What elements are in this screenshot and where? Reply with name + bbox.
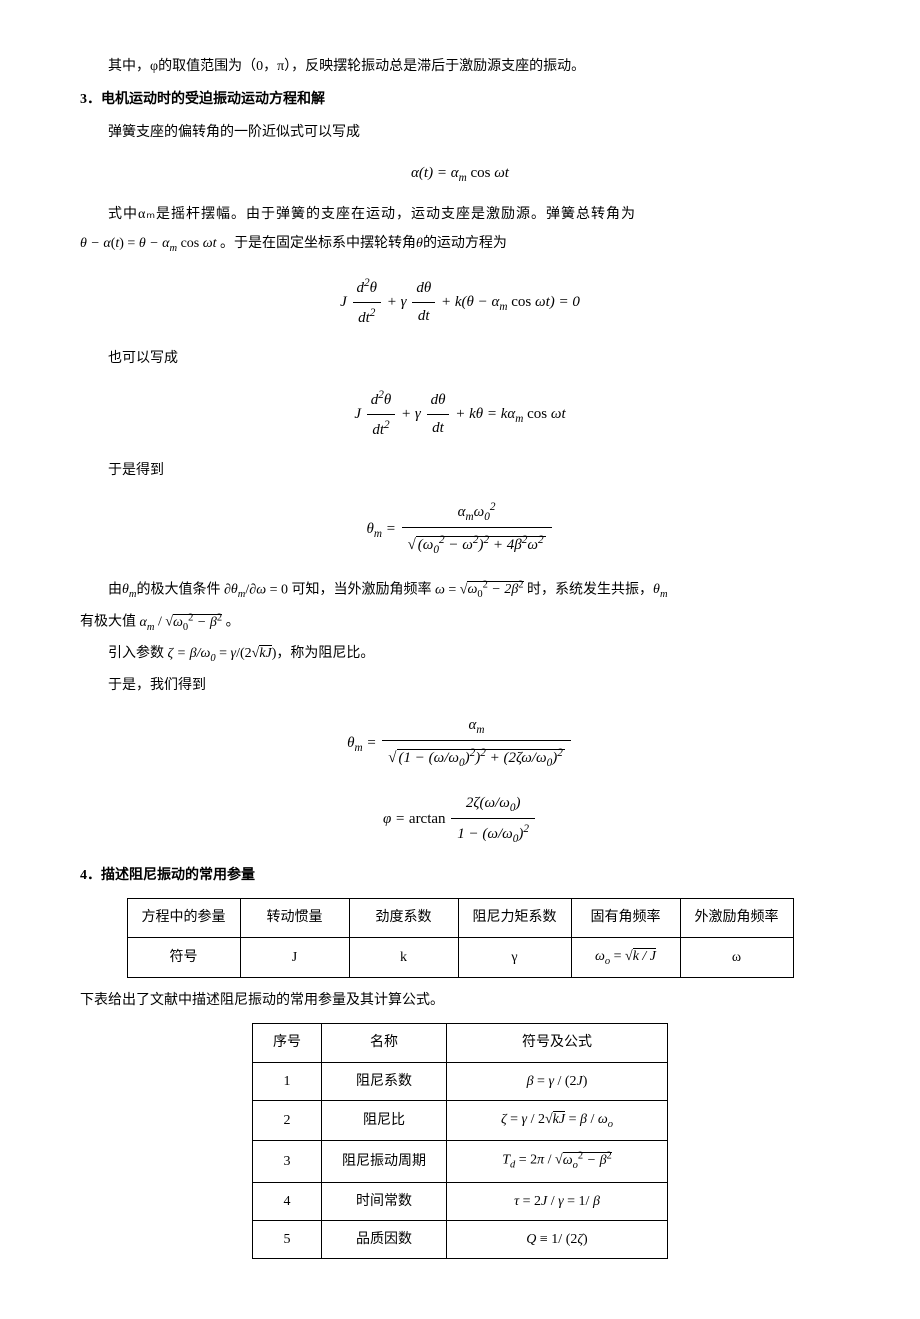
cell: J [240, 937, 349, 978]
cell: 符号 [127, 937, 240, 978]
table-row: 序号 名称 符号及公式 [253, 1024, 668, 1062]
cell-header: 名称 [322, 1024, 447, 1062]
paragraph-theta-minus-alpha: θ − α(t) = θ − αm cos ωt 。于是在固定坐标系中摆轮转角θ… [80, 231, 840, 259]
table-row: 方程中的参量 转动惯量 劲度系数 阻尼力矩系数 固有角频率 外激励角频率 [127, 899, 793, 937]
equation-phi: φ = arctan 2ζ(ω/ω0) 1 − (ω/ω0)2 [80, 790, 840, 850]
equation-theta-m-zeta: θm = αm √(1 − (ω/ω0)2)2 + (2ζω/ω0)2 [80, 712, 840, 776]
cell: 3 [253, 1141, 322, 1182]
cell: ω [680, 937, 793, 978]
cell: 1 [253, 1062, 322, 1100]
table-row: 4 时间常数 τ = 2J / γ = 1/ β [253, 1182, 668, 1220]
cell-header: 符号及公式 [447, 1024, 668, 1062]
cell: ωo = √k / J [571, 937, 680, 978]
cell: 劲度系数 [349, 899, 458, 937]
table-row: 1 阻尼系数 β = γ / (2J) [253, 1062, 668, 1100]
cell: 5 [253, 1220, 322, 1258]
cell: γ [458, 937, 571, 978]
cell: k [349, 937, 458, 978]
paragraph-spring-deflection: 弹簧支座的偏转角的一阶近似式可以写成 [80, 120, 840, 145]
table-parameters-equation: 方程中的参量 转动惯量 劲度系数 阻尼力矩系数 固有角频率 外激励角频率 符号 … [127, 898, 794, 978]
paragraph-has-maximum: 有极大值 αm / √ω02 − β2 。 [80, 609, 840, 637]
cell: 方程中的参量 [127, 899, 240, 937]
cell: τ = 2J / γ = 1/ β [447, 1182, 668, 1220]
equation-motion-2: J d2θ dt2 + γ dθ dt + kθ = kαm cos ωt [80, 385, 840, 444]
table-row: 3 阻尼振动周期 Td = 2π / √ωo2 − β2 [253, 1141, 668, 1182]
paragraph-therefore-we-get: 于是，我们得到 [80, 673, 840, 698]
cell: 转动惯量 [240, 899, 349, 937]
cell: β = γ / (2J) [447, 1062, 668, 1100]
cell: Td = 2π / √ωo2 − β2 [447, 1141, 668, 1182]
cell: 时间常数 [322, 1182, 447, 1220]
cell: 阻尼力矩系数 [458, 899, 571, 937]
cell: Q ≡ 1/ (2ζ) [447, 1220, 668, 1258]
cell: ζ = γ / 2√kJ = β / ωo [447, 1100, 668, 1141]
equation-theta-m: θm = αmω02 √(ω02 − ω2)2 + 4β2ω2 [80, 497, 840, 563]
cell: 4 [253, 1182, 322, 1220]
cell: 阻尼系数 [322, 1062, 447, 1100]
cell: 外激励角频率 [680, 899, 793, 937]
table-damping-parameters: 序号 名称 符号及公式 1 阻尼系数 β = γ / (2J) 2 阻尼比 ζ … [252, 1023, 668, 1259]
cell: 阻尼比 [322, 1100, 447, 1141]
paragraph-table-below: 下表给出了文献中描述阻尼振动的常用参量及其计算公式。 [80, 988, 840, 1013]
paragraph-therefore-get: 于是得到 [80, 458, 840, 483]
text-segment: 式中αₘ是摇杆摆幅。由于弹簧的支座在运动，运动支座是激励源。弹簧总转角为 [108, 207, 636, 222]
paragraph-maximum-condition: 由θm的极大值条件 ∂θm/∂ω = 0 可知，当外激励角频率 ω = √ω02… [80, 577, 840, 605]
cell: 阻尼振动周期 [322, 1141, 447, 1182]
cell: 2 [253, 1100, 322, 1141]
cell-header: 序号 [253, 1024, 322, 1062]
table-row: 2 阻尼比 ζ = γ / 2√kJ = β / ωo [253, 1100, 668, 1141]
paragraph-also-written: 也可以写成 [80, 346, 840, 371]
table-row: 5 品质因数 Q ≡ 1/ (2ζ) [253, 1220, 668, 1258]
heading-section-4: 4．描述阻尼振动的常用参量 [80, 863, 840, 888]
paragraph-where-alpha-m: 式中αₘ是摇杆摆幅。由于弹簧的支座在运动，运动支座是激励源。弹簧总转角为 [80, 202, 840, 227]
equation-motion-1: J d2θ dt2 + γ dθ dt + k(θ − αm cos ωt) =… [80, 273, 840, 332]
cell: 品质因数 [322, 1220, 447, 1258]
paragraph-phi-range: 其中，φ的取值范围为（0，π），反映摆轮振动总是滞后于激励源支座的振动。 [80, 54, 840, 79]
equation-alpha-t: α(t) = αm cos ωt [80, 160, 840, 188]
table-row: 符号 J k γ ωo = √k / J ω [127, 937, 793, 978]
cell: 固有角频率 [571, 899, 680, 937]
paragraph-introduce-zeta: 引入参数 ζ = β/ω0 = γ/(2√kJ)，称为阻尼比。 [80, 641, 840, 669]
heading-section-3: 3．电机运动时的受迫振动运动方程和解 [80, 87, 840, 112]
